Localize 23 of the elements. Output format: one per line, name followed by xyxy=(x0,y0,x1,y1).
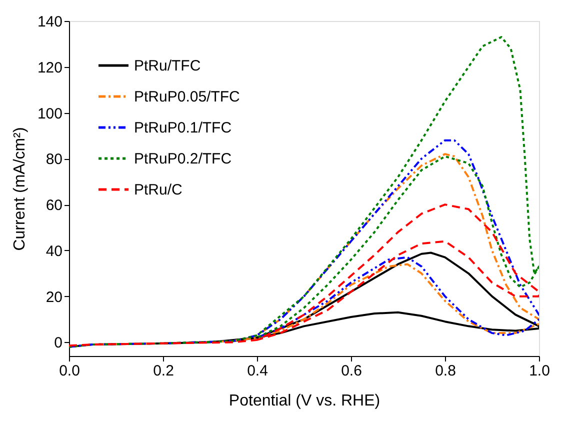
y-tick-label: 80 xyxy=(46,151,62,168)
x-tick-label: 1.0 xyxy=(529,362,550,380)
y-axis-title: Current (mA/cm²) xyxy=(11,127,28,251)
x-tick-label: 0.6 xyxy=(341,362,362,380)
x-tick-label: 0.4 xyxy=(247,362,268,380)
legend-label: PtRuP0.2/TFC xyxy=(134,150,232,168)
y-tick-label: 140 xyxy=(37,14,62,30)
x-axis-title: Potential (V vs. RHE) xyxy=(228,392,380,410)
y-tick-label: 20 xyxy=(46,288,62,306)
legend-label: PtRuP0.05/TFC xyxy=(134,88,240,106)
legend-label: PtRu/C xyxy=(134,182,183,198)
legend-label: PtRu/TFC xyxy=(134,58,201,74)
legend-label: PtRuP0.1/TFC xyxy=(134,120,232,136)
y-tick-label: 60 xyxy=(46,197,62,214)
line-series xyxy=(69,204,539,347)
y-tick-label: 120 xyxy=(37,59,62,76)
y-tick-label: 100 xyxy=(37,105,62,122)
x-tick-label: 0.0 xyxy=(59,362,80,380)
y-tick-label: 40 xyxy=(46,242,62,260)
x-tick-label: 0.2 xyxy=(153,362,174,380)
x-tick-label: 0.8 xyxy=(435,362,456,380)
line-series xyxy=(69,36,539,348)
y-tick-label: 0 xyxy=(54,334,62,352)
